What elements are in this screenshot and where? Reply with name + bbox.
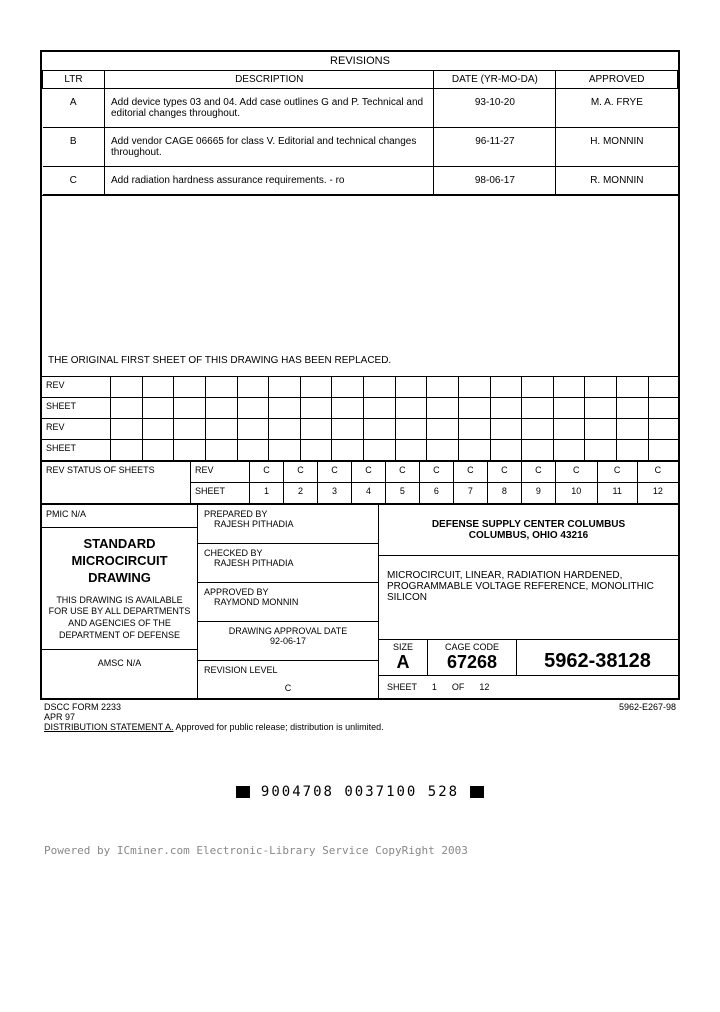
microcircuit-description: MICROCIRCUIT, LINEAR, RADIATION HARDENED…: [379, 556, 678, 640]
sheet-of-row: SHEET 1 OF 12: [379, 676, 678, 698]
rev-status-sheet-label: SHEET: [191, 483, 250, 504]
standard-drawing-title: STANDARD MICROCIRCUIT DRAWING THIS DRAWI…: [42, 528, 197, 649]
grid-rev-label: REV: [42, 377, 111, 398]
approved-by: APPROVED BY RAYMOND MONNIN: [198, 583, 378, 622]
form-number: DSCC FORM 2233: [44, 702, 676, 712]
form-date: APR 97: [44, 712, 676, 722]
table-row: 96-11-27: [434, 128, 556, 167]
table-row: Add radiation hardness assurance require…: [105, 167, 434, 195]
distribution-label: DISTRIBUTION STATEMENT A.: [44, 722, 174, 732]
table-row: R. MONNIN: [556, 167, 678, 195]
distribution-text: Approved for public release; distributio…: [176, 722, 384, 732]
barcode: 9004708 0037100 528: [40, 784, 680, 800]
watermark: Powered by ICminer.com Electronic-Librar…: [40, 840, 680, 861]
rev-status-label: REV STATUS OF SHEETS: [42, 462, 191, 504]
table-row: C: [43, 167, 105, 195]
revisions-header: REVISIONS: [42, 52, 678, 71]
grid-sheet-label-2: SHEET: [42, 440, 111, 461]
table-row: 98-06-17: [434, 167, 556, 195]
middle-blank: THE ORIGINAL FIRST SHEET OF THIS DRAWING…: [42, 195, 678, 376]
size-label: SIZE: [383, 642, 423, 652]
col-date: DATE (YR-MO-DA): [434, 71, 556, 89]
table-row: A: [43, 89, 105, 128]
footer-notes: 5962-E267-98 DSCC FORM 2233 APR 97 DISTR…: [40, 700, 680, 734]
form-container: REVISIONS LTR DESCRIPTION DATE (YR-MO-DA…: [40, 50, 680, 700]
pmic: PMIC N/A: [42, 505, 197, 528]
size-value: A: [383, 652, 423, 673]
drawing-number: 5962-38128: [521, 642, 674, 673]
availability-note: THIS DRAWING IS AVAILABLE FOR USE BY ALL…: [46, 595, 193, 642]
table-row: Add vendor CAGE 06665 for class V. Edito…: [105, 128, 434, 167]
footer-right-code: 5962-E267-98: [619, 702, 676, 712]
size-cage-row: SIZE A CAGE CODE 67268 5962-38128: [379, 640, 678, 676]
revision-level: REVISION LEVEL C: [198, 661, 378, 697]
grid-rev-label-2: REV: [42, 419, 111, 440]
cage-label: CAGE CODE: [432, 642, 512, 652]
table-row: Add device types 03 and 04. Add case out…: [105, 89, 434, 128]
table-row: 93-10-20: [434, 89, 556, 128]
col-desc: DESCRIPTION: [105, 71, 434, 89]
grid-sheet-label: SHEET: [42, 398, 111, 419]
defense-center: DEFENSE SUPPLY CENTER COLUMBUS COLUMBUS,…: [379, 505, 678, 556]
amsc: AMSC N/A: [42, 649, 197, 676]
replaced-note: THE ORIGINAL FIRST SHEET OF THIS DRAWING…: [48, 355, 391, 366]
prepared-by: PREPARED BY RAJESH PITHADIA: [198, 505, 378, 544]
cage-value: 67268: [432, 652, 512, 673]
table-row: M. A. FRYE: [556, 89, 678, 128]
col-approved: APPROVED: [556, 71, 678, 89]
rev-sheet-grid: REV SHEET REV SHEET: [42, 376, 678, 461]
table-row: H. MONNIN: [556, 128, 678, 167]
rev-status-table: REV STATUS OF SHEETS REV CCCCCCCCCCCC SH…: [42, 461, 678, 504]
checked-by: CHECKED BY RAJESH PITHADIA: [198, 544, 378, 583]
drawing-approval-date: DRAWING APPROVAL DATE 92-06-17: [198, 622, 378, 661]
col-ltr: LTR: [43, 71, 105, 89]
title-block: PMIC N/A STANDARD MICROCIRCUIT DRAWING T…: [42, 504, 678, 698]
revisions-table: LTR DESCRIPTION DATE (YR-MO-DA) APPROVED…: [42, 71, 678, 195]
table-row: B: [43, 128, 105, 167]
rev-status-rev-label: REV: [191, 462, 250, 483]
